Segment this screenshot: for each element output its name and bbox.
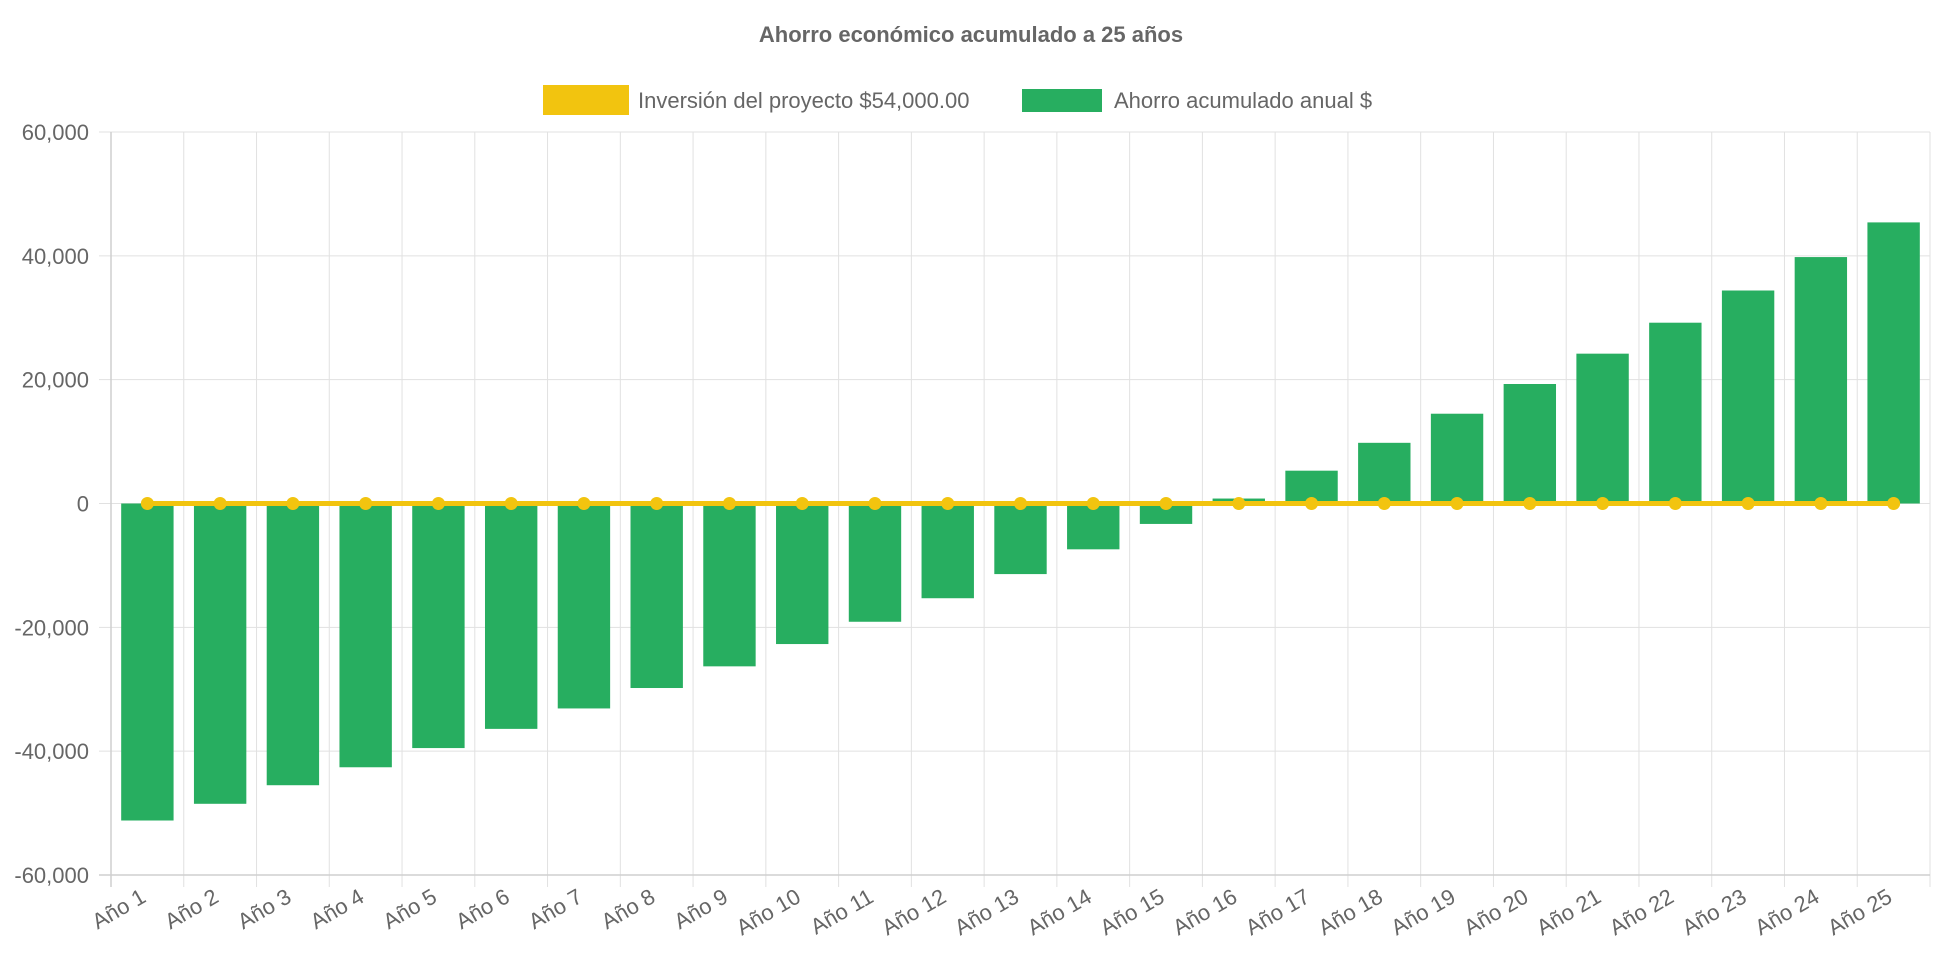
point-investment[interactable]: [1014, 497, 1027, 510]
y-tick-label: -60,000: [14, 863, 89, 888]
x-tick-label: Año 12: [877, 884, 950, 941]
point-investment[interactable]: [650, 497, 664, 510]
point-investment[interactable]: [1086, 497, 1100, 510]
y-tick-label: 20,000: [22, 368, 89, 393]
legend-label-investment: Inversión del proyecto $54,000.00: [638, 88, 969, 113]
point-investment[interactable]: [1668, 497, 1682, 510]
x-tick-label: Año 15: [1096, 884, 1169, 941]
x-tick-label: Año 25: [1823, 884, 1896, 941]
x-tick-label: Año 13: [950, 884, 1023, 941]
bar-savings[interactable]: [1139, 503, 1193, 524]
bar-savings[interactable]: [1067, 503, 1120, 550]
bar-savings[interactable]: [121, 503, 174, 821]
point-investment[interactable]: [1523, 497, 1537, 510]
point-investment[interactable]: [1377, 497, 1391, 510]
x-tick-label: Año 19: [1387, 884, 1460, 941]
y-tick-label: 60,000: [22, 120, 89, 145]
bar-series-savings: [121, 222, 1920, 821]
point-investment[interactable]: [941, 497, 955, 510]
legend-swatch-savings: [1022, 89, 1102, 112]
bar-savings[interactable]: [1649, 322, 1702, 504]
bar-savings[interactable]: [1867, 222, 1920, 504]
chart-title: Ahorro económico acumulado a 25 años: [759, 22, 1183, 47]
bar-savings[interactable]: [1794, 257, 1848, 504]
x-tick-label: Año 7: [524, 884, 586, 934]
x-tick-label: Año 22: [1605, 884, 1678, 941]
x-tick-label: Año 1: [88, 884, 150, 934]
x-tick-label: Año 18: [1314, 884, 1387, 941]
x-tick-label: Año 9: [670, 884, 732, 934]
bar-savings[interactable]: [703, 503, 756, 667]
bar-savings[interactable]: [339, 503, 392, 768]
point-investment[interactable]: [722, 497, 736, 510]
point-investment[interactable]: [1159, 497, 1173, 510]
x-tick-label: Año 8: [597, 884, 659, 934]
bar-savings[interactable]: [557, 503, 611, 709]
y-tick-label: -20,000: [14, 615, 89, 640]
bar-savings[interactable]: [848, 503, 902, 622]
bar-savings[interactable]: [994, 503, 1047, 575]
bar-savings[interactable]: [193, 503, 247, 804]
y-tick-label: 40,000: [22, 244, 89, 269]
point-investment[interactable]: [577, 497, 591, 510]
x-tick-label: Año 11: [806, 884, 877, 940]
bar-savings[interactable]: [776, 503, 829, 645]
point-investment[interactable]: [1741, 497, 1755, 510]
point-investment[interactable]: [1887, 497, 1901, 510]
point-investment[interactable]: [1450, 497, 1464, 510]
point-investment[interactable]: [359, 497, 373, 510]
point-investment[interactable]: [286, 497, 300, 510]
point-investment[interactable]: [1232, 497, 1246, 510]
bar-savings[interactable]: [921, 503, 974, 599]
x-tick-label: Año 5: [379, 884, 441, 934]
legend-item-savings[interactable]: Ahorro acumulado anual $: [1022, 88, 1372, 113]
bar-savings[interactable]: [1576, 353, 1629, 504]
point-investment[interactable]: [140, 497, 154, 510]
x-tick-label: Año 17: [1241, 884, 1314, 941]
x-tick-label: Año 23: [1678, 884, 1751, 941]
point-investment[interactable]: [431, 497, 445, 510]
point-investment[interactable]: [1814, 497, 1828, 510]
bar-savings[interactable]: [1430, 413, 1484, 504]
point-investment[interactable]: [868, 497, 882, 510]
point-investment[interactable]: [504, 497, 518, 510]
legend-swatch-investment: [543, 85, 629, 115]
legend-label-savings: Ahorro acumulado anual $: [1114, 88, 1372, 113]
grid: [99, 131, 1931, 887]
bar-savings[interactable]: [484, 503, 538, 729]
bar-savings[interactable]: [1503, 384, 1557, 504]
y-tick-label: -40,000: [14, 739, 89, 764]
y-tick-label: 0: [77, 492, 89, 517]
x-tick-label: Año 3: [233, 884, 295, 934]
x-tick-label: Año 2: [160, 884, 222, 934]
bar-savings[interactable]: [266, 503, 320, 786]
legend: Inversión del proyecto $54,000.00 Ahorro…: [543, 85, 1372, 115]
bar-savings[interactable]: [412, 503, 465, 749]
x-tick-label: Año 10: [732, 884, 805, 941]
line-series-investment: [140, 497, 1901, 510]
x-tick-label: Año 24: [1750, 884, 1823, 941]
x-tick-label: Año 16: [1168, 884, 1241, 941]
point-investment[interactable]: [1596, 497, 1610, 510]
bar-savings[interactable]: [630, 503, 683, 689]
point-investment[interactable]: [1305, 497, 1319, 510]
x-tick-label: Año 4: [306, 884, 368, 934]
bar-savings[interactable]: [1721, 290, 1775, 504]
legend-item-investment[interactable]: Inversión del proyecto $54,000.00: [543, 85, 969, 115]
x-tick-label: Año 21: [1532, 884, 1605, 941]
bar-savings[interactable]: [1358, 442, 1411, 504]
x-tick-label: Año 14: [1023, 884, 1096, 941]
x-tick-label: Año 20: [1459, 884, 1532, 941]
point-investment[interactable]: [795, 497, 809, 510]
point-investment[interactable]: [213, 497, 227, 510]
x-tick-label: Año 6: [451, 884, 513, 934]
